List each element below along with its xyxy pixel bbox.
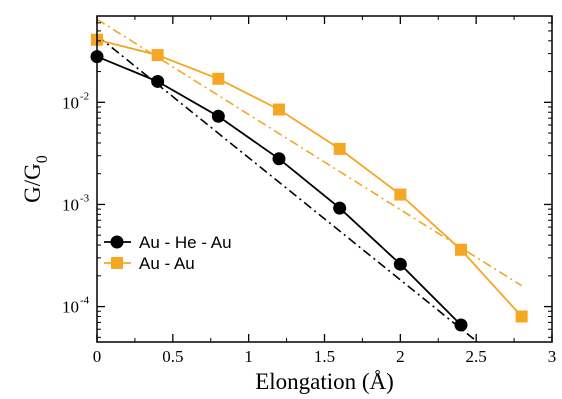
series-1-line [96, 38, 523, 318]
legend-item-1: Au - Au [104, 254, 195, 273]
series-1 [91, 33, 528, 323]
legend-item-0: Au - He - Au [104, 233, 232, 252]
y-tick-exponent: -4 [80, 295, 90, 307]
series-0-point [454, 318, 468, 332]
series-0-line [96, 55, 462, 326]
y-tick-exponent: -3 [80, 192, 90, 204]
x-tick-label: 1.5 [314, 347, 335, 366]
series-0-point [211, 109, 225, 123]
legend: Au - He - Au Au - Au [104, 233, 232, 273]
series-1-point [333, 142, 346, 155]
x-tick-label: 2 [396, 347, 405, 366]
x-tick-label: 0 [93, 347, 102, 366]
series-1-point [455, 243, 467, 256]
y-axis-title: G/G0 [20, 155, 51, 203]
y-tick-label: 10 [62, 298, 79, 317]
legend-label: Au - He - Au [139, 233, 232, 252]
y-tick-exponent: -2 [80, 90, 89, 102]
plot-frame [96, 15, 553, 343]
tick-labels: 0 0.5 1 1.5 2 2.5 310-410-310-2 [62, 90, 556, 366]
legend-marker [110, 235, 124, 249]
legend-label: Au - Au [139, 254, 195, 273]
x-tick-label: 2.5 [466, 347, 487, 366]
y-tick-label: 10 [62, 195, 79, 214]
x-axis-title: Elongation (Å) [255, 369, 394, 394]
fit-line-0 [97, 34, 479, 342]
axis-ticks [96, 15, 553, 342]
series-1-point [212, 72, 225, 85]
series-0-point [151, 74, 165, 88]
series-0-point [333, 201, 347, 215]
data-series [90, 33, 528, 332]
series-0-point [272, 152, 286, 166]
series-0 [90, 50, 468, 332]
fit-line-1 [97, 18, 523, 287]
x-tick-label: 1 [244, 347, 253, 366]
x-tick-label: 0.5 [162, 347, 183, 366]
y-axis-title-sub: 0 [34, 155, 51, 163]
series-1-point [273, 103, 285, 116]
series-1-point [515, 310, 528, 323]
legend-marker [111, 257, 123, 269]
y-tick-label: 10 [62, 93, 79, 112]
series-0-point [393, 257, 407, 271]
y-axis-title-base: G/G [20, 163, 45, 203]
series-1-point [151, 49, 164, 62]
series-1-point [394, 188, 407, 201]
x-tick-label: 3 [548, 347, 557, 366]
fit-lines [97, 18, 523, 342]
